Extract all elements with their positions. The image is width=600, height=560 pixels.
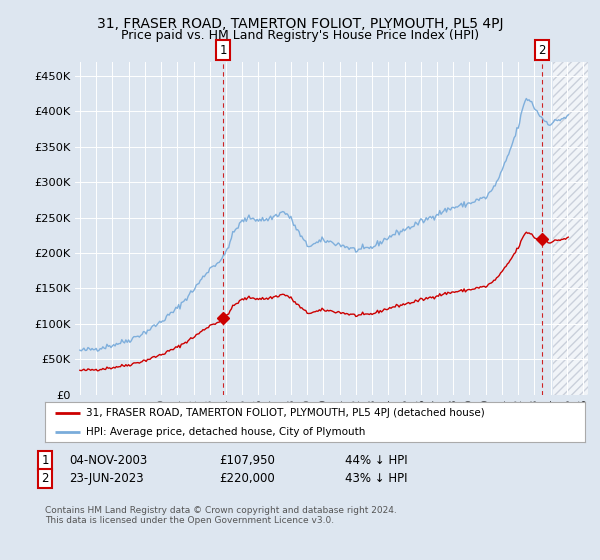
Text: 1: 1 [41, 454, 49, 467]
Text: HPI: Average price, detached house, City of Plymouth: HPI: Average price, detached house, City… [86, 427, 365, 437]
Text: 31, FRASER ROAD, TAMERTON FOLIOT, PLYMOUTH, PL5 4PJ (detached house): 31, FRASER ROAD, TAMERTON FOLIOT, PLYMOU… [86, 408, 484, 418]
Text: 2: 2 [41, 472, 49, 486]
Text: Price paid vs. HM Land Registry's House Price Index (HPI): Price paid vs. HM Land Registry's House … [121, 29, 479, 42]
Text: 04-NOV-2003: 04-NOV-2003 [69, 454, 147, 467]
Text: £220,000: £220,000 [219, 472, 275, 486]
Text: Contains HM Land Registry data © Crown copyright and database right 2024.
This d: Contains HM Land Registry data © Crown c… [45, 506, 397, 525]
Text: 31, FRASER ROAD, TAMERTON FOLIOT, PLYMOUTH, PL5 4PJ: 31, FRASER ROAD, TAMERTON FOLIOT, PLYMOU… [97, 17, 503, 31]
Text: 23-JUN-2023: 23-JUN-2023 [69, 472, 143, 486]
Text: 43% ↓ HPI: 43% ↓ HPI [345, 472, 407, 486]
Text: 44% ↓ HPI: 44% ↓ HPI [345, 454, 407, 467]
Text: 2: 2 [538, 44, 546, 57]
Text: 1: 1 [220, 44, 227, 57]
Text: £107,950: £107,950 [219, 454, 275, 467]
